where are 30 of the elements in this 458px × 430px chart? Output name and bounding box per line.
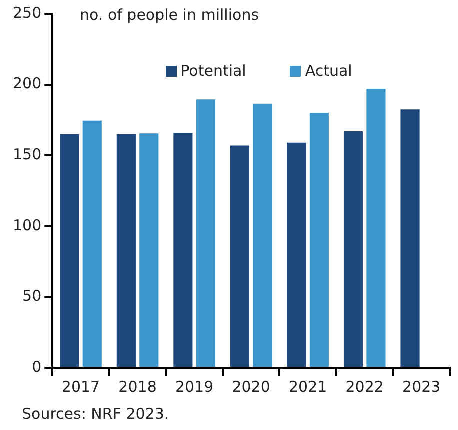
x-tick-label: 2018 bbox=[118, 378, 157, 396]
bar bbox=[287, 142, 306, 367]
x-tick-label: 2019 bbox=[175, 378, 214, 396]
y-tick-label: 150 bbox=[12, 145, 42, 164]
y-tick-label: 200 bbox=[12, 74, 42, 93]
y-tick-label: 50 bbox=[22, 287, 42, 306]
x-tick-label: 2022 bbox=[346, 378, 384, 396]
chart-subtitle: no. of people in millions bbox=[80, 6, 260, 24]
x-tick-label: 2020 bbox=[232, 378, 270, 396]
bar bbox=[253, 104, 272, 367]
legend-label: Potential bbox=[180, 62, 246, 80]
bar bbox=[82, 120, 102, 367]
bar bbox=[60, 134, 80, 367]
bar bbox=[400, 110, 420, 367]
x-tick-label: 2023 bbox=[402, 378, 441, 396]
bar bbox=[174, 132, 193, 367]
source-note: Sources: NRF 2023. bbox=[22, 405, 170, 423]
y-tick-label: 250 bbox=[12, 4, 42, 22]
x-tick-label: 2017 bbox=[62, 378, 100, 396]
bar bbox=[230, 146, 250, 367]
y-tick-label: 100 bbox=[12, 216, 42, 234]
bar bbox=[116, 134, 136, 367]
legend-label: Actual bbox=[305, 62, 352, 80]
bar bbox=[344, 132, 364, 367]
bar bbox=[310, 113, 329, 367]
y-tick-label: 0 bbox=[32, 358, 42, 376]
x-tick-label: 2021 bbox=[288, 378, 328, 396]
bar bbox=[196, 100, 216, 367]
bar bbox=[140, 134, 159, 367]
bar bbox=[366, 89, 386, 367]
